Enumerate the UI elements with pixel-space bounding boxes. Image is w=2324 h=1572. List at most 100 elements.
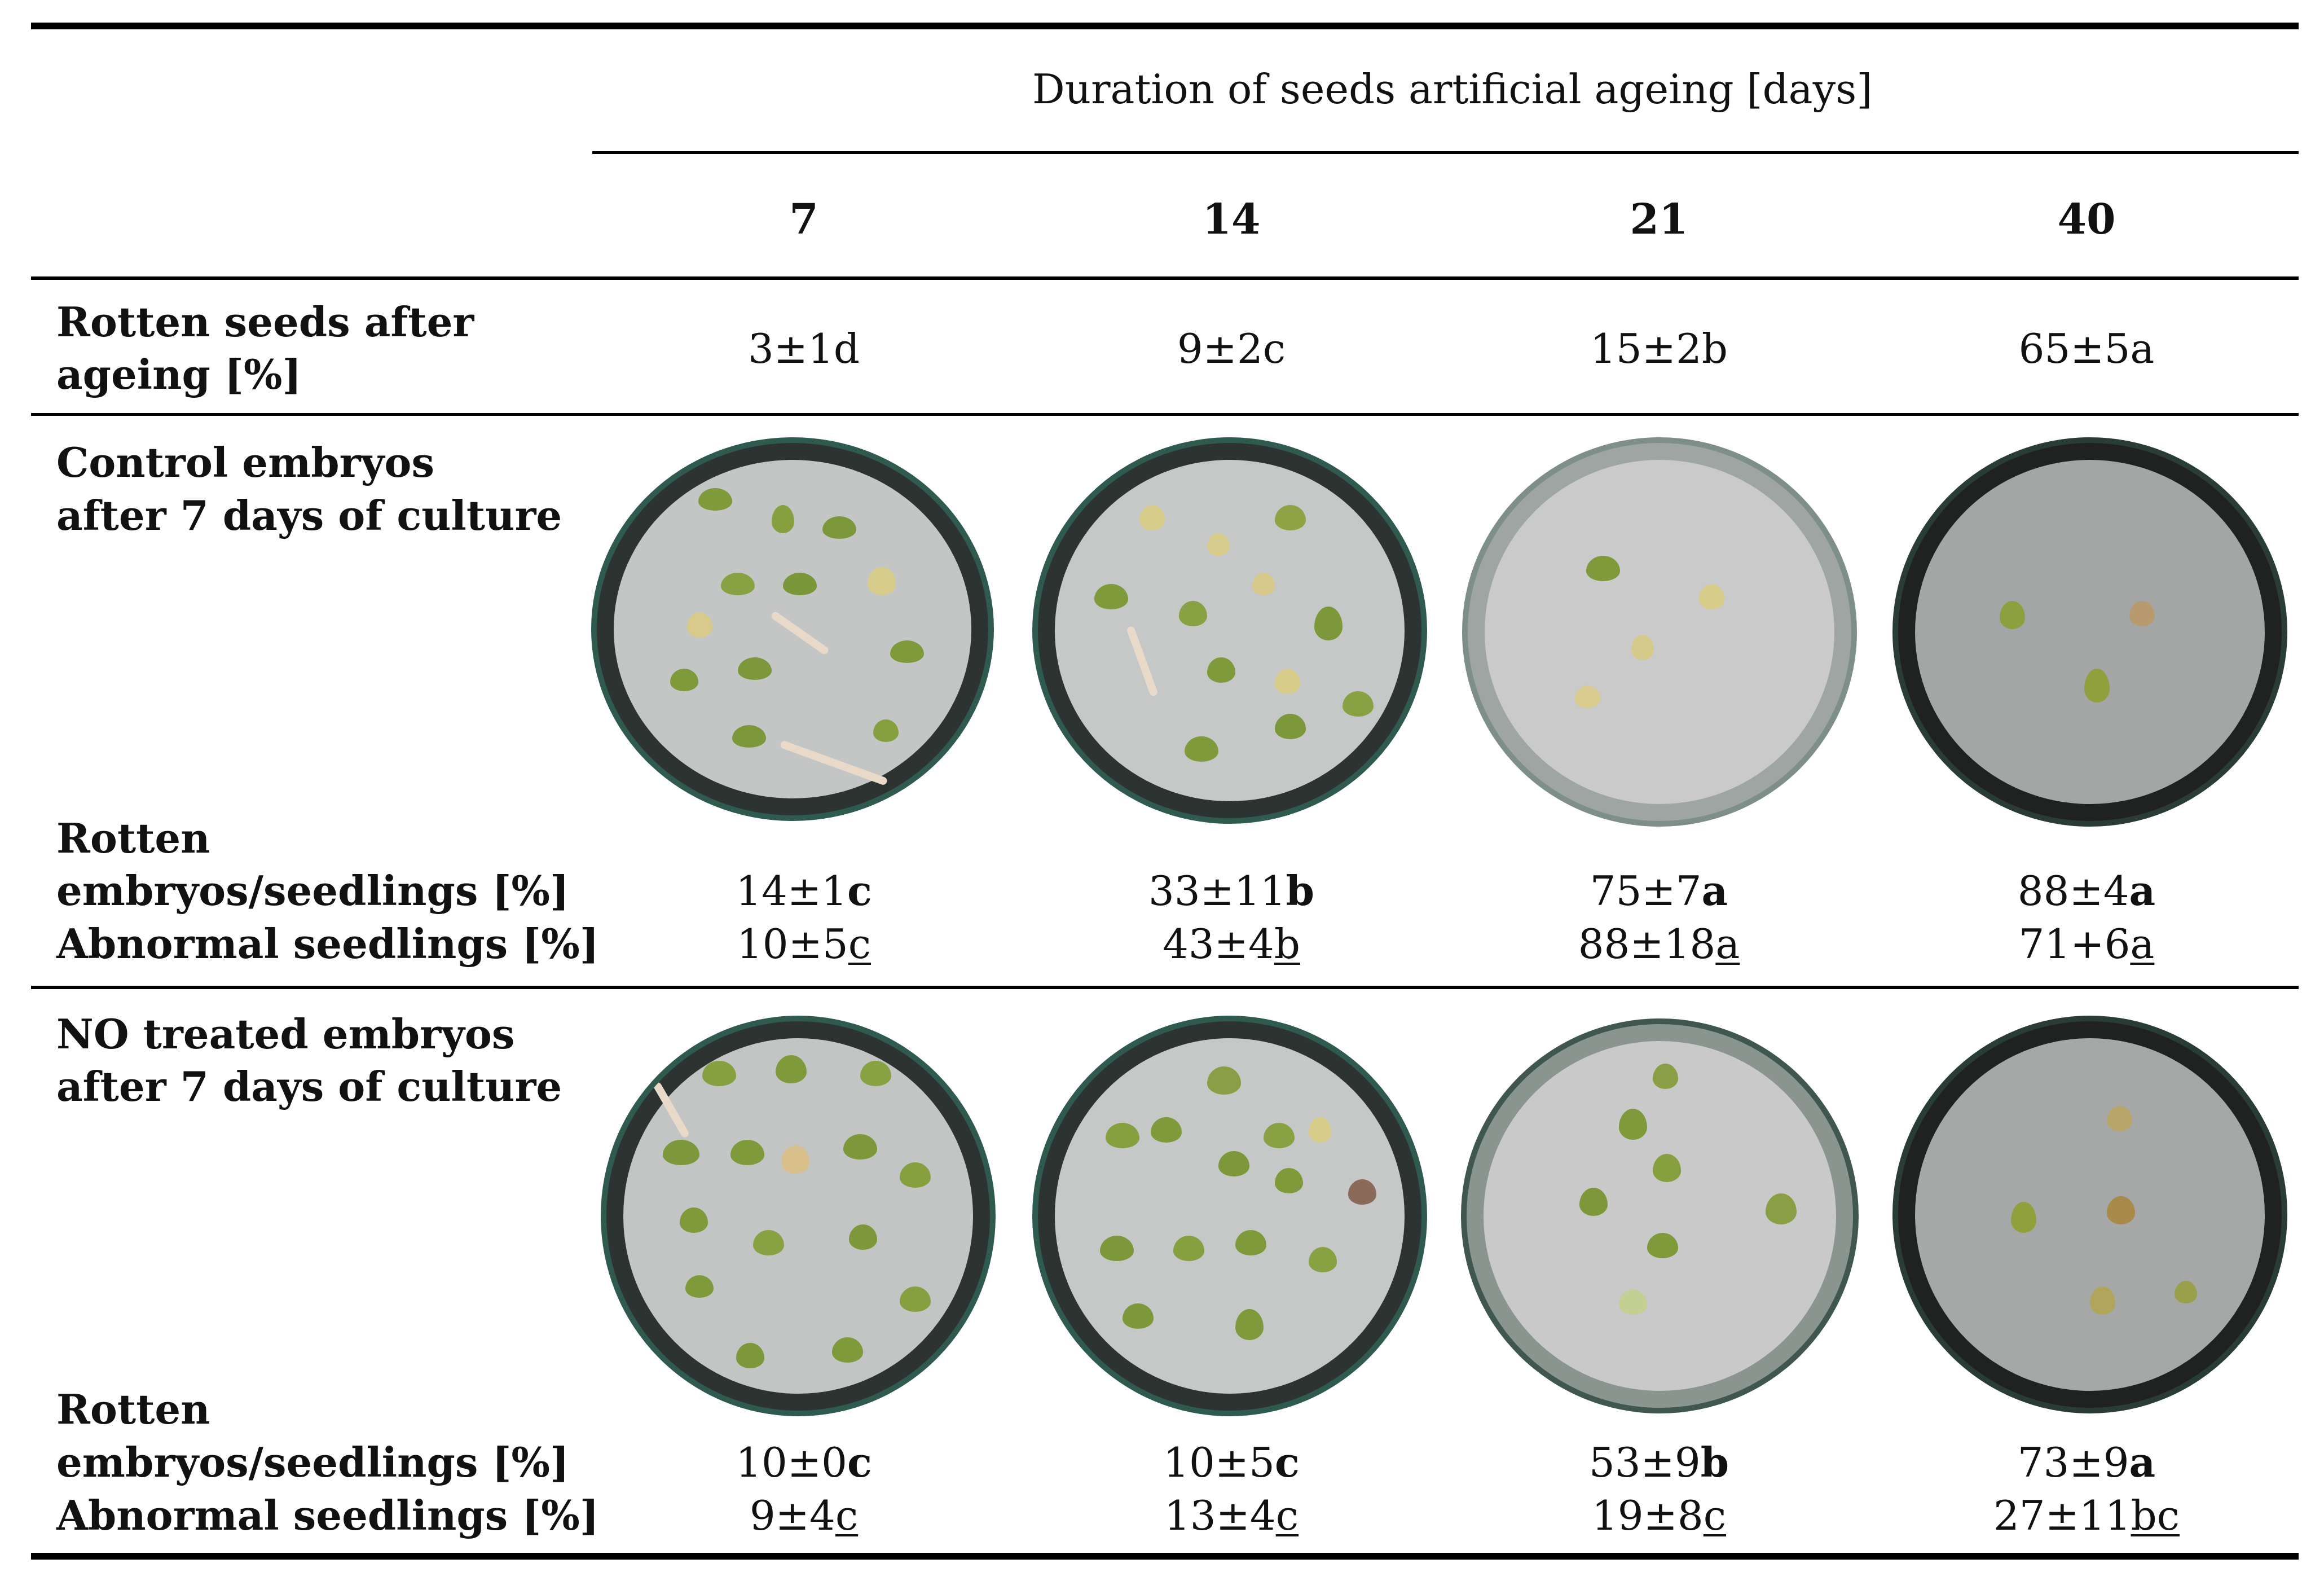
control-abnormal-value-40: 71+6a (2018, 920, 2155, 968)
row-rule-1 (31, 413, 2299, 416)
no-treated-rotten-value-21: 53±9b (1588, 1438, 1729, 1486)
seedling (1094, 584, 1128, 609)
seedling (736, 1343, 764, 1368)
rotten-seeds-value-21: 15±2b (1590, 325, 1728, 372)
row-rule-2 (31, 986, 2299, 989)
control-rotten-value-40: 88±4a (2017, 867, 2156, 915)
top-rule (31, 23, 2299, 29)
seedling (873, 719, 899, 742)
seedling (1586, 556, 1620, 581)
seedling (1100, 1236, 1134, 1261)
seed (1699, 584, 1724, 609)
control-rotten-value-21: 75±7a (1590, 867, 1728, 915)
seedling (1647, 1233, 1678, 1258)
control-petri-dish-40 (1892, 437, 2287, 827)
seedling (1185, 736, 1218, 762)
seedling (730, 1140, 764, 1165)
seed (1631, 635, 1654, 660)
seedling (1173, 1236, 1204, 1261)
filter-paper (1055, 460, 1405, 801)
seedling (685, 1275, 714, 1298)
no-treated-petri-dish-40 (1892, 1016, 2287, 1413)
seedling (702, 1061, 736, 1086)
seedling (698, 488, 732, 511)
seedling (1235, 1309, 1264, 1340)
seedling (1264, 1123, 1295, 1148)
no-treated-abnormal-value-7: 9±4c (749, 1492, 859, 1539)
seedling (1343, 691, 1374, 717)
no-treated-petri-dish-14 (1032, 1016, 1427, 1416)
seedling (776, 1055, 807, 1083)
seedling (670, 669, 698, 691)
seedling (2090, 1286, 2115, 1315)
seedling (822, 516, 856, 539)
column-header-14: 14 (1202, 195, 1261, 244)
column-header-7: 7 (789, 195, 818, 244)
seedling (738, 657, 772, 680)
seedling (2084, 669, 2110, 702)
seed (1207, 533, 1230, 556)
control-petri-dish-7 (591, 437, 994, 821)
seedling (1207, 1066, 1241, 1095)
seed (1575, 686, 1600, 708)
no-treated-rotten-value-7: 10±0c (736, 1438, 872, 1486)
row-label-rotten-seeds-1: Rotten seeds after (56, 298, 474, 346)
control-abnormal-label: Abnormal seedlings [%] (56, 920, 599, 968)
seedling (680, 1207, 708, 1233)
no-treated-abnormal-value-14: 13±4c (1164, 1492, 1299, 1539)
seedling (1348, 1179, 1376, 1205)
row-label-no-treated-2: after 7 days of culture (56, 1062, 562, 1110)
seedling (849, 1224, 877, 1250)
control-abnormal-value-14: 43±4b (1163, 920, 1300, 968)
column-header-40: 40 (2057, 195, 2116, 244)
control-petri-dish-14 (1032, 437, 1427, 824)
seedling (900, 1286, 931, 1312)
seedling (860, 1061, 891, 1086)
seedling (753, 1230, 784, 1255)
seedling (832, 1337, 863, 1363)
no-treated-petri-dish-7 (601, 1016, 996, 1416)
control-abnormal-value-21: 88±18a (1578, 920, 1740, 968)
seedling (772, 505, 794, 533)
no-treated-rotten-value-14: 10±5c (1163, 1438, 1300, 1486)
seed (1619, 1289, 1647, 1315)
seedling (2000, 601, 2025, 629)
seedling (843, 1134, 877, 1160)
control-petri-dish-21 (1462, 437, 1857, 827)
header-rule (592, 151, 2299, 154)
filter-paper (1915, 460, 2265, 804)
rotten-seeds-value-14: 9±2c (1177, 325, 1286, 372)
seedling (2175, 1281, 2197, 1303)
no-treated-abnormal-label: Abnormal seedlings [%] (56, 1491, 599, 1539)
seedling (1218, 1151, 1249, 1176)
no-treated-abnormal-value-40: 27±11bc (1993, 1492, 2180, 1539)
seedling (1151, 1117, 1182, 1143)
control-rotten-label-1: Rotten (56, 814, 210, 862)
seedling (1179, 601, 1207, 626)
seed (1275, 669, 1300, 694)
filter-paper (623, 1038, 973, 1394)
seed (687, 612, 712, 638)
seedling (1235, 1230, 1266, 1255)
rotten-seeds-value-7: 3±1d (747, 325, 860, 372)
no-treated-rotten-label-2: embryos/seedlings [%] (56, 1438, 569, 1486)
seed (1309, 1117, 1331, 1143)
row-label-no-treated-1: NO treated embryos (56, 1010, 515, 1058)
seedling (2107, 1196, 2135, 1224)
filter-paper (1485, 460, 1834, 804)
seedling (783, 573, 817, 595)
row-label-control-2: after 7 days of culture (56, 491, 562, 539)
control-rotten-label-2: embryos/seedlings [%] (56, 867, 569, 915)
seedling (1275, 1168, 1303, 1193)
table-header-title: Duration of seeds artificial ageing [day… (1032, 65, 1873, 113)
seedling (2011, 1202, 2036, 1233)
rotten-seeds-value-40: 65±5a (2018, 325, 2155, 372)
seedling (1207, 657, 1235, 683)
row-label-rotten-seeds-2: ageing [%] (56, 350, 302, 398)
no-treated-petri-dish-21 (1461, 1018, 1859, 1413)
filter-paper (1055, 1038, 1405, 1394)
seedling (1653, 1154, 1681, 1182)
seedling (900, 1162, 931, 1188)
no-treated-abnormal-value-21: 19±8c (1591, 1492, 1727, 1539)
seedling (732, 725, 766, 748)
